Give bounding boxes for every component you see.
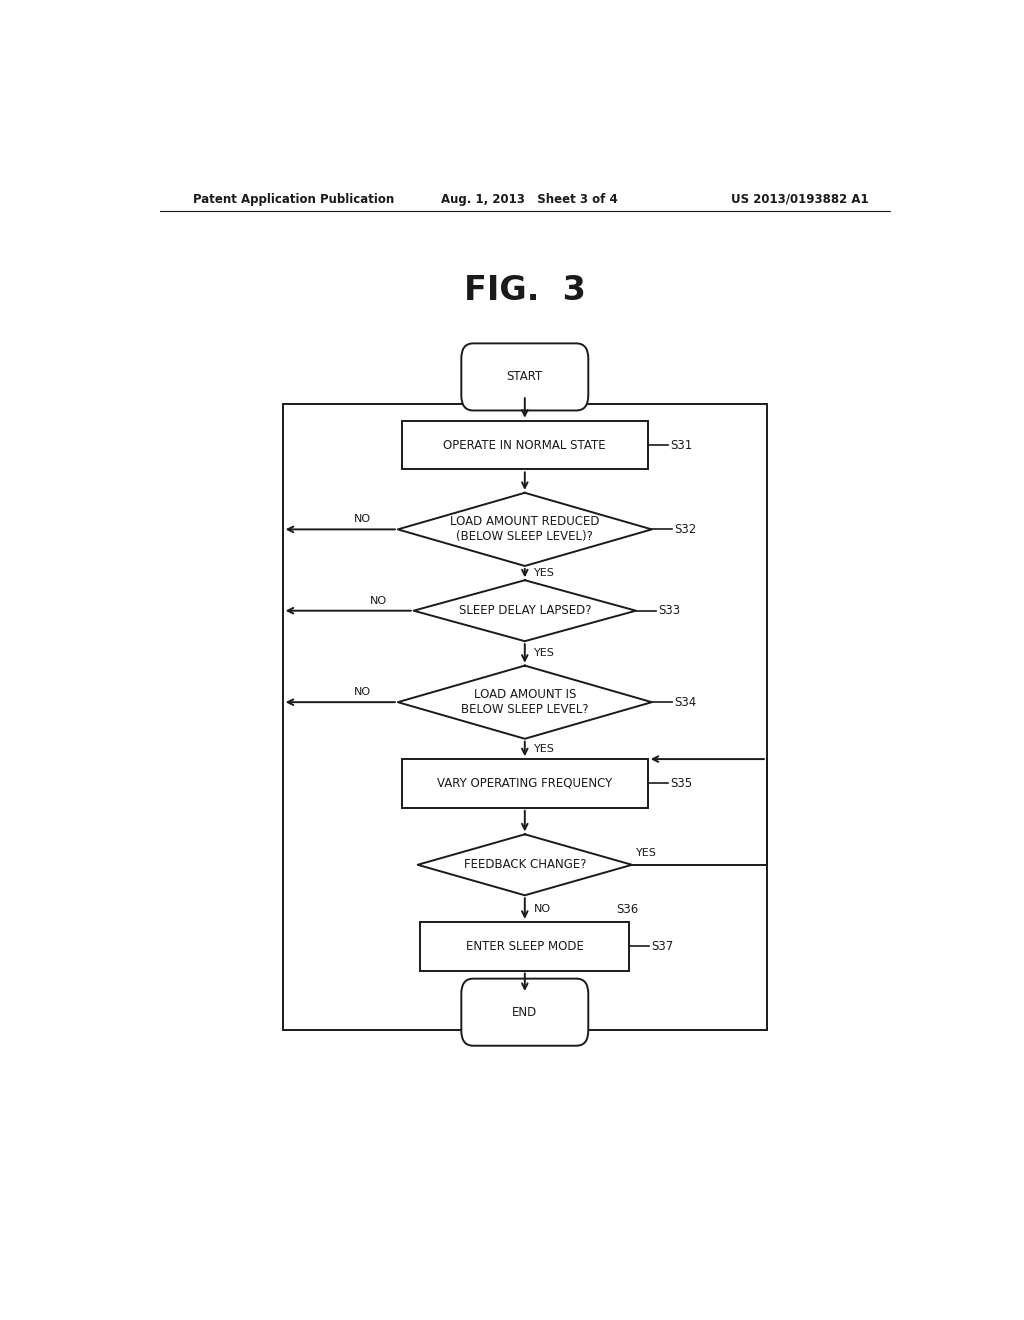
Text: FIG.  3: FIG. 3 — [464, 275, 586, 308]
Text: Patent Application Publication: Patent Application Publication — [194, 193, 394, 206]
Text: YES: YES — [535, 648, 555, 659]
Text: FEEDBACK CHANGE?: FEEDBACK CHANGE? — [464, 858, 586, 871]
Text: YES: YES — [535, 744, 555, 754]
FancyBboxPatch shape — [461, 978, 588, 1045]
Text: US 2013/0193882 A1: US 2013/0193882 A1 — [731, 193, 868, 206]
Text: YES: YES — [535, 568, 555, 578]
Text: S33: S33 — [658, 605, 680, 618]
Bar — [401, 421, 648, 470]
Text: S37: S37 — [651, 940, 674, 953]
Text: ENTER SLEEP MODE: ENTER SLEEP MODE — [466, 940, 584, 953]
Text: START: START — [507, 371, 543, 383]
Text: S36: S36 — [616, 903, 638, 916]
Polygon shape — [397, 665, 652, 739]
Text: Aug. 1, 2013   Sheet 3 of 4: Aug. 1, 2013 Sheet 3 of 4 — [441, 193, 618, 206]
Text: NO: NO — [535, 903, 552, 913]
Text: NO: NO — [370, 595, 387, 606]
Text: YES: YES — [636, 847, 656, 858]
Bar — [401, 759, 648, 808]
Text: NO: NO — [354, 515, 372, 524]
Text: SLEEP DELAY LAPSED?: SLEEP DELAY LAPSED? — [459, 605, 591, 618]
Text: S35: S35 — [670, 777, 692, 789]
Text: NO: NO — [354, 686, 372, 697]
Text: VARY OPERATING FREQUENCY: VARY OPERATING FREQUENCY — [437, 777, 612, 789]
FancyBboxPatch shape — [461, 343, 588, 411]
Text: LOAD AMOUNT IS
BELOW SLEEP LEVEL?: LOAD AMOUNT IS BELOW SLEEP LEVEL? — [461, 688, 589, 717]
Bar — [283, 404, 767, 1031]
Text: OPERATE IN NORMAL STATE: OPERATE IN NORMAL STATE — [443, 438, 606, 451]
Bar — [420, 921, 630, 970]
Polygon shape — [418, 834, 632, 895]
Polygon shape — [397, 492, 652, 566]
Polygon shape — [414, 581, 636, 642]
Text: S31: S31 — [670, 438, 692, 451]
Text: LOAD AMOUNT REDUCED
(BELOW SLEEP LEVEL)?: LOAD AMOUNT REDUCED (BELOW SLEEP LEVEL)? — [451, 515, 599, 544]
Text: END: END — [512, 1006, 538, 1019]
Text: S32: S32 — [674, 523, 696, 536]
Text: S34: S34 — [674, 696, 696, 709]
